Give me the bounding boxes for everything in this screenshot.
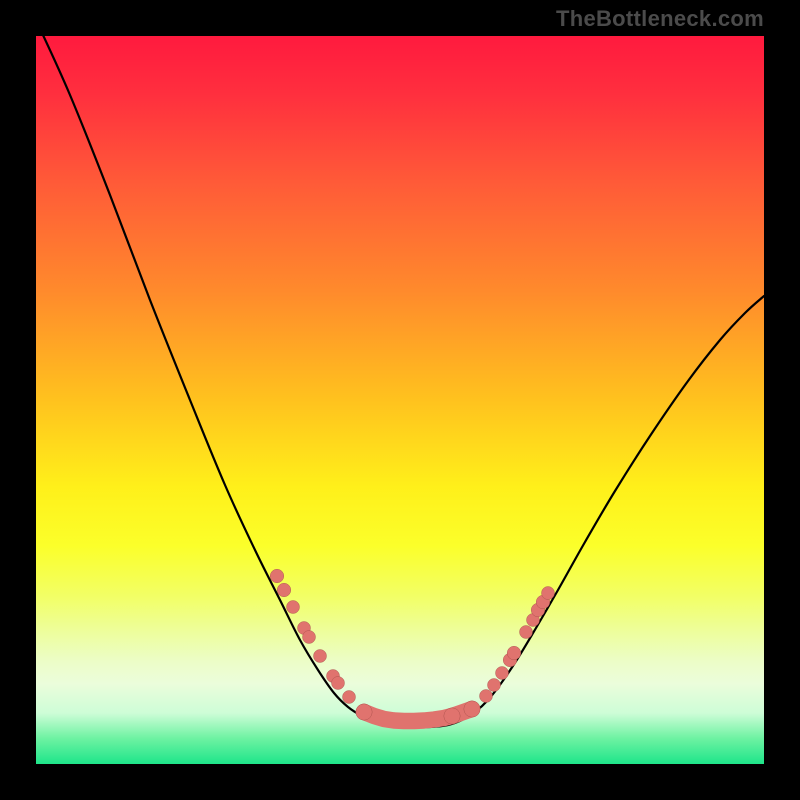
bottleneck-curve (36, 36, 764, 727)
data-marker (332, 677, 345, 690)
data-marker (480, 690, 493, 703)
data-marker (287, 601, 300, 614)
data-marker (464, 701, 480, 717)
data-marker (303, 631, 316, 644)
data-marker (314, 650, 327, 663)
data-marker (343, 691, 356, 704)
plot-area (36, 36, 764, 764)
data-marker (542, 587, 555, 600)
data-marker (270, 569, 284, 583)
plot-svg (36, 36, 764, 764)
data-marker (507, 646, 521, 660)
data-marker (520, 626, 533, 639)
data-marker (277, 583, 291, 597)
data-marker (356, 704, 372, 720)
watermark-text: TheBottleneck.com (556, 6, 764, 32)
data-marker (496, 667, 509, 680)
data-marker (444, 708, 460, 724)
data-marker (488, 679, 501, 692)
